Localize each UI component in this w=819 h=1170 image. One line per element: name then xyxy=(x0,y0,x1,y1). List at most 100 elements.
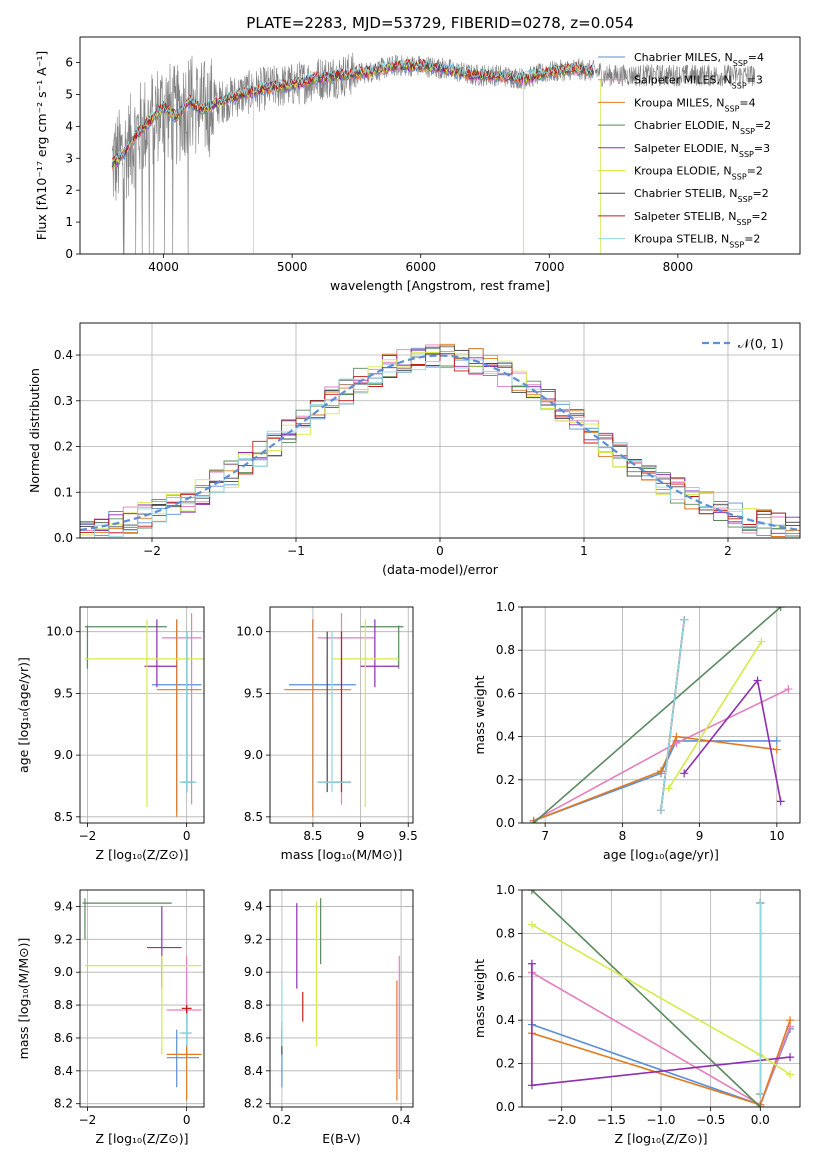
x-tick-label: 8 xyxy=(619,829,627,843)
x-tick-label: −1 xyxy=(287,544,305,558)
x-axis-label-mass_weight_vs_Z: Z [log₁₀(Z/Z⊙)] xyxy=(615,1131,708,1146)
y-tick-label: 10.0 xyxy=(236,625,263,639)
legend-label: Salpeter ELODIE, NSSP=3 xyxy=(634,142,770,159)
legend-label: Kroupa ELODIE, NSSP=2 xyxy=(634,165,763,182)
y-tick-label: 8.8 xyxy=(54,998,73,1012)
plot-residuals xyxy=(80,343,800,538)
y-tick-label: 0.3 xyxy=(54,394,73,408)
axes-frame-residuals xyxy=(79,322,801,539)
y-axis-label-mass_weight_vs_age: mass weight xyxy=(472,675,487,754)
axes-frame-mass_weight_vs_Z xyxy=(521,889,801,1108)
y-axis-label-spectrum: Flux [fλ10⁻¹⁷ erg cm⁻² s⁻¹ A⁻¹] xyxy=(34,51,49,240)
y-tick-label: 5 xyxy=(65,87,73,101)
series-point-kroupa_stelib xyxy=(756,1089,765,1098)
x-tick-label: −2 xyxy=(79,829,97,843)
x-tick-label: 10 xyxy=(769,829,784,843)
y-tick-label: 0.0 xyxy=(496,816,515,830)
plot-mass_weight_vs_age xyxy=(529,607,793,823)
spectrum-model-kroupa_stelib xyxy=(111,57,594,163)
axes-mass_vs_Z: −2 0 8.2 8.4 8.6 8.8 9.0 9.2 9.4 xyxy=(54,890,204,1127)
series-line-kroupa_miles xyxy=(533,735,777,822)
spectrum-legend: Chabrier MILES, NSSP=4 Salpeter MILES, NS… xyxy=(598,51,771,249)
normal-legend-label: 𝒩(0, 1) xyxy=(738,336,784,351)
axes-frame-mass_weight_vs_age xyxy=(521,606,801,824)
y-tick-label: 8.8 xyxy=(244,998,263,1012)
series-point-kroupa_miles xyxy=(657,767,665,776)
series-point-chabrier_elodie xyxy=(776,607,785,611)
x-tick-label: 5000 xyxy=(277,260,308,274)
series-point-kroupa_miles xyxy=(772,745,781,754)
legend-label: Chabrier STELIB, NSSP=2 xyxy=(634,187,769,204)
y-tick-label: 0.0 xyxy=(54,531,73,545)
series-point-kroupa_elodie xyxy=(757,637,766,646)
y-tick-label: 0 xyxy=(65,247,73,261)
x-axis-label-mass_weight_vs_age: age [log₁₀(age/yr)] xyxy=(603,847,719,862)
series-point-salpeter_miles xyxy=(784,685,793,694)
y-tick-label: 9.0 xyxy=(54,965,73,979)
y-tick-label: 0.2 xyxy=(496,773,515,787)
series-point-kroupa_stelib xyxy=(680,615,689,624)
histogram-salpeter_stelib xyxy=(80,353,800,534)
y-tick-label: 9.5 xyxy=(54,686,73,700)
x-tick-label: 9 xyxy=(357,829,365,843)
y-tick-label: 8.4 xyxy=(244,1064,263,1078)
y-tick-label: 0.4 xyxy=(496,1013,515,1027)
x-tick-label: 6000 xyxy=(405,260,436,274)
x-tick-label: −2.0 xyxy=(547,1113,576,1127)
y-tick-label: 10.0 xyxy=(46,625,73,639)
x-axis-label-spectrum: wavelength [Angstrom, rest frame] xyxy=(330,278,550,293)
y-tick-label: 8.4 xyxy=(54,1064,73,1078)
x-tick-label: 7000 xyxy=(534,260,565,274)
legend-label: Salpeter STELIB, NSSP=2 xyxy=(634,210,768,227)
axes-age_vs_mass: 8.5 9 9.5 8.5 9.0 9.5 10.0 xyxy=(236,607,418,843)
y-tick-label: 0.8 xyxy=(496,926,515,940)
x-tick-label: 2 xyxy=(724,544,732,558)
legend-label: Salpeter MILES, NSSP=3 xyxy=(634,74,763,91)
y-tick-label: 8.5 xyxy=(54,810,73,824)
y-tick-label: 9.4 xyxy=(244,899,263,913)
axes-mass_weight_vs_Z: −2.0 −1.5 −1.0 −0.5 0.0 0.0 0.2 0.4 0.6 0.8 1.0 xyxy=(496,883,800,1127)
y-tick-label: 1.0 xyxy=(496,600,515,614)
axes-spectrum: 4000 5000 6000 7000 8000 0 1 2 3 4 5 6 xyxy=(65,56,693,274)
legend-label: Chabrier ELODIE, NSSP=2 xyxy=(634,119,771,136)
y-tick-label: 8.6 xyxy=(244,1031,263,1045)
legend-label: Kroupa MILES, NSSP=4 xyxy=(634,96,756,113)
y-tick-label: 0.8 xyxy=(496,643,515,657)
x-axis-label-age_vs_Z: Z [log₁₀(Z/Z⊙)] xyxy=(96,847,189,862)
series-point-salpeter_elodie xyxy=(680,769,689,778)
y-tick-label: 9.0 xyxy=(244,748,263,762)
x-axis-label-age_vs_mass: mass [log₁₀(M/M⊙)] xyxy=(281,847,403,862)
series-point-salpeter_elodie xyxy=(753,676,762,685)
y-tick-label: 0.2 xyxy=(496,1057,515,1071)
series-point-kroupa_elodie xyxy=(527,920,536,929)
y-tick-label: 8.2 xyxy=(244,1097,263,1111)
x-tick-label: 7 xyxy=(541,829,549,843)
x-tick-label: 9.5 xyxy=(399,829,418,843)
y-tick-label: 9.0 xyxy=(244,965,263,979)
axes-mass_vs_EBV: 0.2 0.4 8.2 8.4 8.6 8.8 9.0 9.2 9.4 xyxy=(244,890,413,1127)
y-tick-label: 9.5 xyxy=(244,686,263,700)
plot-mass_vs_EBV xyxy=(281,898,400,1101)
x-axis-label-mass_vs_Z: Z [log₁₀(Z/Z⊙)] xyxy=(96,1131,189,1146)
y-tick-label: 9.4 xyxy=(54,899,73,913)
axes-frame-age_vs_mass xyxy=(269,606,414,824)
y-tick-label: 0.6 xyxy=(496,686,515,700)
x-tick-label: 8000 xyxy=(663,260,694,274)
series-line-chabrier_elodie xyxy=(533,607,782,823)
series-point-salpeter_elodie xyxy=(527,959,536,968)
y-tick-label: 9.2 xyxy=(244,932,263,946)
x-tick-label: 0.0 xyxy=(751,1113,770,1127)
series-point-salpeter_elodie xyxy=(786,1053,795,1062)
y-tick-label: 0.4 xyxy=(54,348,73,362)
series-point-chabrier_elodie xyxy=(527,890,536,894)
plot-age_vs_Z xyxy=(84,613,204,817)
series-line-chabrier_elodie xyxy=(531,890,761,1107)
y-tick-label: 8.6 xyxy=(54,1031,73,1045)
series-line-salpeter_miles xyxy=(533,688,789,822)
plot-mass_vs_Z xyxy=(82,898,202,1101)
y-tick-label: 0.4 xyxy=(496,730,515,744)
y-tick-label: 6 xyxy=(65,56,73,70)
y-tick-label: 1.0 xyxy=(496,883,515,897)
x-tick-label: −1.5 xyxy=(597,1113,626,1127)
